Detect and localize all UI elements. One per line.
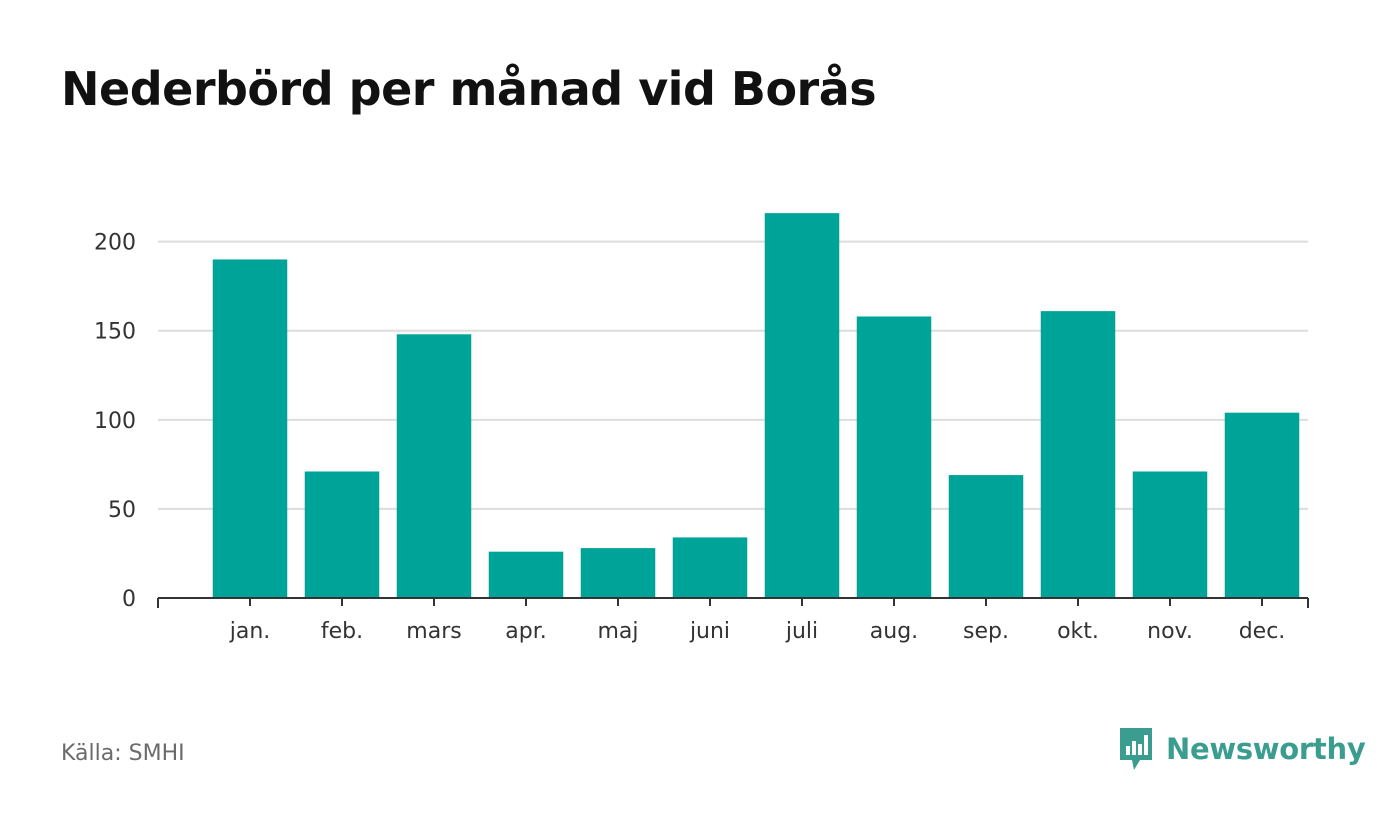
x-tick-label: juli bbox=[785, 619, 818, 644]
x-tick-label: mars bbox=[406, 619, 461, 644]
x-tick-label: sep. bbox=[963, 619, 1009, 644]
bar bbox=[856, 316, 932, 598]
brand-name: Newsworthy bbox=[1166, 732, 1366, 766]
x-tick-label: jan. bbox=[229, 619, 271, 644]
gridlines bbox=[158, 240, 1308, 510]
y-tick-label: 0 bbox=[122, 587, 136, 612]
y-tick-label: 50 bbox=[108, 498, 136, 523]
bar bbox=[764, 213, 840, 599]
bars bbox=[212, 213, 1300, 599]
bar bbox=[580, 548, 656, 598]
bar bbox=[1040, 311, 1116, 598]
chart-title: Nederbörd per månad vid Borås bbox=[61, 62, 877, 116]
newsworthy-logo-icon bbox=[1120, 728, 1152, 770]
source-note: Källa: SMHI bbox=[61, 741, 185, 766]
bar bbox=[1132, 471, 1208, 598]
bar-chart: 0 50 100 150 200 jan. feb. mars apr. maj juni juli… bbox=[94, 213, 1309, 644]
bar bbox=[672, 537, 748, 598]
y-axis-tick-labels: 0 50 100 150 200 bbox=[94, 231, 136, 612]
bar bbox=[1224, 412, 1300, 598]
x-tick-label: feb. bbox=[321, 619, 363, 644]
bar bbox=[304, 471, 380, 598]
x-tick-label: dec. bbox=[1239, 619, 1286, 644]
bar bbox=[212, 259, 288, 598]
bar bbox=[948, 475, 1024, 598]
x-tick-label: aug. bbox=[870, 619, 918, 644]
bar bbox=[396, 334, 472, 598]
y-tick-label: 150 bbox=[94, 320, 136, 345]
y-tick-label: 100 bbox=[94, 409, 136, 434]
x-tick-label: apr. bbox=[505, 619, 546, 644]
brand-logo: Newsworthy bbox=[1118, 726, 1366, 772]
x-axis: jan. feb. mars apr. maj juni juli aug. sep. okt. n… bbox=[157, 597, 1309, 644]
x-tick-label: nov. bbox=[1147, 619, 1193, 644]
x-tick-label: maj bbox=[597, 619, 638, 644]
x-tick-label: okt. bbox=[1057, 619, 1099, 644]
x-tick-label: juni bbox=[689, 619, 730, 644]
bar bbox=[488, 551, 564, 598]
y-tick-label: 200 bbox=[94, 231, 136, 256]
